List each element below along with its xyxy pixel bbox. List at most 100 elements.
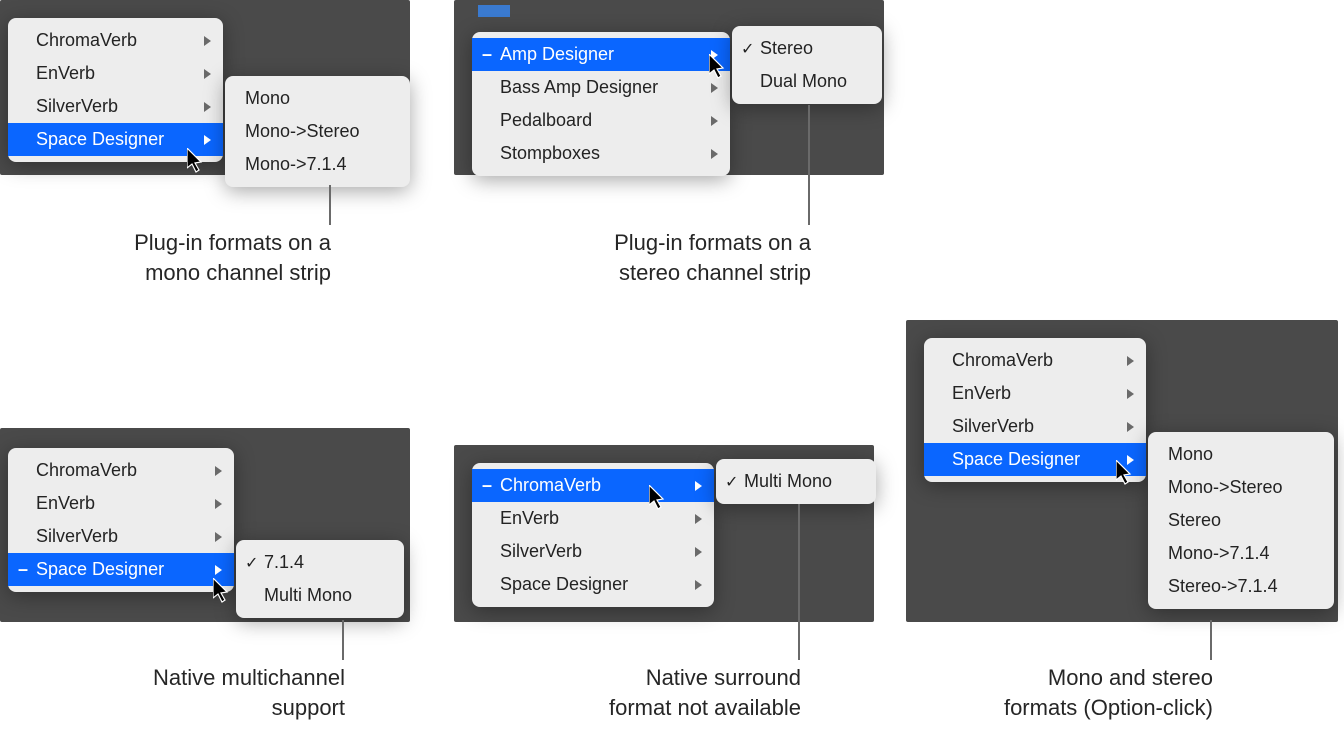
main-menu[interactable]: –ChromaVerb EnVerb SilverVerb Space Desi… [472, 463, 714, 607]
check-icon: ✓ [741, 39, 754, 59]
submenu-item[interactable]: Mono [225, 82, 410, 115]
submenu-item[interactable]: Multi Mono [236, 579, 404, 612]
menu-label: Space Designer [952, 449, 1080, 470]
menu-item[interactable]: EnVerb [8, 487, 234, 520]
menu-label: EnVerb [952, 383, 1011, 404]
menu-label: EnVerb [500, 508, 559, 529]
menu-label: ChromaVerb [36, 460, 137, 481]
chevron-icon [215, 499, 222, 509]
submenu-label: Dual Mono [760, 71, 847, 92]
menu-label: EnVerb [36, 63, 95, 84]
submenu-label: Multi Mono [744, 471, 832, 492]
submenu-item[interactable]: Mono->Stereo [225, 115, 410, 148]
submenu-label: 7.1.4 [264, 552, 304, 573]
callout-line [342, 620, 344, 660]
menu-item[interactable]: EnVerb [924, 377, 1146, 410]
chevron-icon [1127, 455, 1134, 465]
main-menu[interactable]: ChromaVerb EnVerb SilverVerb Space Desig… [8, 18, 223, 162]
menu-item[interactable]: SilverVerb [8, 90, 223, 123]
check-icon: ✓ [725, 472, 738, 492]
submenu-item[interactable]: Stereo->7.1.4 [1148, 570, 1334, 603]
menu-item-selected[interactable]: –ChromaVerb [472, 469, 714, 502]
menu-label: SilverVerb [36, 526, 118, 547]
submenu-label: Mono->Stereo [245, 121, 360, 142]
callout-line [329, 185, 331, 225]
menu-item[interactable]: ChromaVerb [8, 454, 234, 487]
chevron-icon [215, 466, 222, 476]
menu-item[interactable]: Pedalboard [472, 104, 730, 137]
caption-mono: Plug-in formats on a mono channel strip [40, 228, 331, 287]
chevron-icon [204, 102, 211, 112]
submenu-item[interactable]: Stereo [1148, 504, 1334, 537]
chevron-icon [204, 135, 211, 145]
submenu-label: Mono->7.1.4 [1168, 543, 1270, 564]
menu-label: Pedalboard [500, 110, 592, 131]
submenu[interactable]: Mono Mono->Stereo Mono->7.1.4 [225, 76, 410, 187]
dash-icon: – [18, 559, 28, 580]
menu-item-selected[interactable]: Space Designer [924, 443, 1146, 476]
chevron-icon [711, 116, 718, 126]
menu-label: ChromaVerb [500, 475, 601, 496]
menu-item[interactable]: EnVerb [8, 57, 223, 90]
chevron-icon [1127, 422, 1134, 432]
waveform-icon [478, 5, 510, 17]
menu-item[interactable]: EnVerb [472, 502, 714, 535]
menu-item[interactable]: Space Designer [472, 568, 714, 601]
submenu-label: Stereo [1168, 510, 1221, 531]
menu-label: ChromaVerb [952, 350, 1053, 371]
menu-item[interactable]: SilverVerb [8, 520, 234, 553]
caption-not-available: Native surround format not available [510, 663, 801, 722]
chevron-icon [695, 547, 702, 557]
submenu-item[interactable]: Mono->7.1.4 [1148, 537, 1334, 570]
menu-item[interactable]: ChromaVerb [8, 24, 223, 57]
menu-label: Space Designer [36, 129, 164, 150]
submenu-item[interactable]: ✓ Multi Mono [716, 465, 876, 498]
main-menu[interactable]: ChromaVerb EnVerb SilverVerb Space Desig… [924, 338, 1146, 482]
submenu-item[interactable]: ✓ Stereo [732, 32, 882, 65]
submenu[interactable]: Mono Mono->Stereo Stereo Mono->7.1.4 Ste… [1148, 432, 1334, 609]
submenu[interactable]: ✓ Stereo Dual Mono [732, 26, 882, 104]
menu-label: Stompboxes [500, 143, 600, 164]
caption-option-click: Mono and stereo formats (Option-click) [940, 663, 1213, 722]
submenu-item[interactable]: Mono->7.1.4 [225, 148, 410, 181]
chevron-icon [695, 580, 702, 590]
menu-label: SilverVerb [952, 416, 1034, 437]
callout-line [798, 504, 800, 660]
submenu-label: Mono [245, 88, 290, 109]
callout-line [1210, 620, 1212, 660]
menu-item-selected[interactable]: –Amp Designer [472, 38, 730, 71]
main-menu[interactable]: ChromaVerb EnVerb SilverVerb –Space Desi… [8, 448, 234, 592]
chevron-icon [711, 83, 718, 93]
menu-item-selected[interactable]: –Space Designer [8, 553, 234, 586]
main-menu[interactable]: –Amp Designer Bass Amp Designer Pedalboa… [472, 32, 730, 176]
submenu-label: Stereo [760, 38, 813, 59]
menu-item[interactable]: SilverVerb [472, 535, 714, 568]
menu-item[interactable]: Bass Amp Designer [472, 71, 730, 104]
dash-icon: – [482, 44, 492, 65]
menu-label: Amp Designer [500, 44, 614, 65]
menu-item[interactable]: Stompboxes [472, 137, 730, 170]
chevron-icon [711, 149, 718, 159]
submenu-item[interactable]: ✓ 7.1.4 [236, 546, 404, 579]
caption-multichannel: Native multichannel support [80, 663, 345, 722]
menu-item[interactable]: ChromaVerb [924, 344, 1146, 377]
chevron-icon [1127, 356, 1134, 366]
submenu-label: Mono->Stereo [1168, 477, 1283, 498]
submenu[interactable]: ✓ 7.1.4 Multi Mono [236, 540, 404, 618]
submenu[interactable]: ✓ Multi Mono [716, 459, 876, 504]
chevron-icon [711, 50, 718, 60]
menu-label: SilverVerb [36, 96, 118, 117]
menu-item[interactable]: SilverVerb [924, 410, 1146, 443]
caption-stereo: Plug-in formats on a stereo channel stri… [520, 228, 811, 287]
menu-label: EnVerb [36, 493, 95, 514]
menu-label: SilverVerb [500, 541, 582, 562]
chevron-icon [204, 69, 211, 79]
submenu-item[interactable]: Dual Mono [732, 65, 882, 98]
menu-label: Space Designer [500, 574, 628, 595]
submenu-item[interactable]: Mono->Stereo [1148, 471, 1334, 504]
submenu-item[interactable]: Mono [1148, 438, 1334, 471]
menu-item-selected[interactable]: Space Designer [8, 123, 223, 156]
chevron-icon [695, 481, 702, 491]
check-icon: ✓ [245, 553, 258, 573]
menu-label: ChromaVerb [36, 30, 137, 51]
